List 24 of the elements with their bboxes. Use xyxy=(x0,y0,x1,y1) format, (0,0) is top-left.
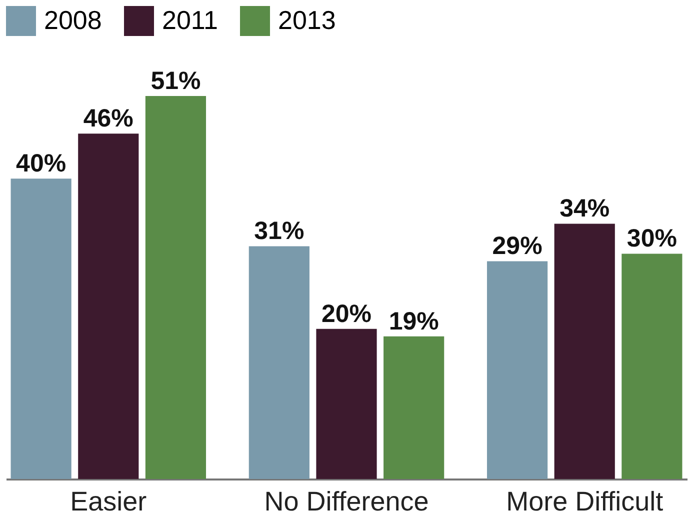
bar xyxy=(384,336,444,479)
data-label: 31% xyxy=(254,217,304,246)
legend-label: 2013 xyxy=(278,5,336,35)
data-label: 19% xyxy=(388,307,439,336)
legend-label: 2008 xyxy=(44,5,102,35)
bar xyxy=(78,134,139,479)
bar xyxy=(145,96,206,479)
bar xyxy=(248,246,310,479)
data-label: 34% xyxy=(560,194,610,223)
bar xyxy=(316,328,377,479)
bar xyxy=(486,261,548,479)
x-tick-label: More Difficult xyxy=(506,486,664,516)
data-label: 20% xyxy=(321,300,372,328)
data-label: 40% xyxy=(16,150,66,178)
data-label: 29% xyxy=(492,232,542,260)
bar xyxy=(622,254,682,479)
x-tick-label: No Difference xyxy=(264,486,429,516)
data-label: 51% xyxy=(150,67,201,96)
data-label: 46% xyxy=(83,104,134,133)
bar xyxy=(10,178,72,479)
x-tick-label: Easier xyxy=(70,486,147,516)
data-label: 30% xyxy=(626,224,677,253)
bar xyxy=(554,224,615,479)
legend-label: 2011 xyxy=(162,5,218,35)
